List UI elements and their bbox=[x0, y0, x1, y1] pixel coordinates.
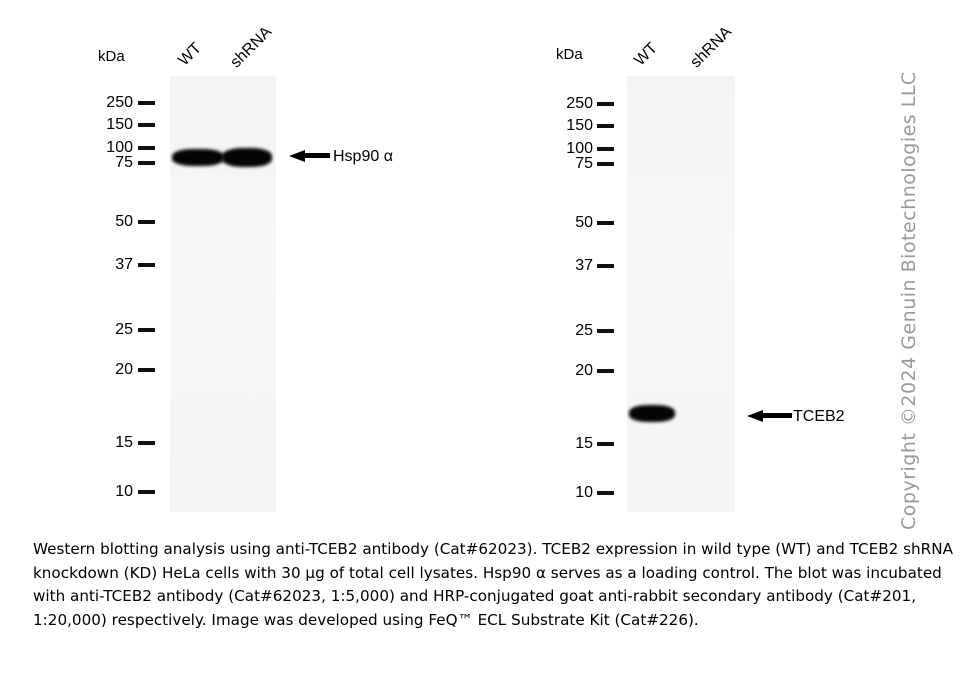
marker-tick-250 bbox=[597, 102, 614, 106]
marker-label-15: 15 bbox=[115, 434, 133, 451]
marker-tick-15 bbox=[597, 442, 614, 446]
marker-tick-50 bbox=[138, 220, 155, 224]
marker-label-75: 75 bbox=[575, 155, 593, 172]
left-arrow-shaft bbox=[304, 153, 330, 158]
marker-tick-20 bbox=[597, 369, 614, 373]
right-arrow-shaft bbox=[762, 413, 792, 418]
marker-tick-250 bbox=[138, 101, 155, 105]
marker-label-20: 20 bbox=[575, 362, 593, 379]
marker-label-150: 150 bbox=[566, 117, 593, 134]
marker-tick-37 bbox=[597, 264, 614, 268]
marker-tick-50 bbox=[597, 221, 614, 225]
marker-tick-100 bbox=[597, 147, 614, 151]
marker-tick-25 bbox=[138, 328, 155, 332]
marker-tick-37 bbox=[138, 263, 155, 267]
marker-tick-10 bbox=[138, 490, 155, 494]
right-target-label: TCEB2 bbox=[793, 408, 845, 425]
marker-tick-10 bbox=[597, 491, 614, 495]
marker-label-250: 250 bbox=[106, 94, 133, 111]
left-target-label: Hsp90 α bbox=[333, 148, 393, 165]
copyright-watermark: Copyright ©2024 Genuin Biotechnologies L… bbox=[898, 71, 920, 530]
marker-tick-20 bbox=[138, 368, 155, 372]
left-band-shrna bbox=[222, 148, 272, 167]
marker-label-20: 20 bbox=[115, 361, 133, 378]
marker-tick-150 bbox=[138, 123, 155, 127]
right-lane-shrna: shRNA bbox=[687, 23, 736, 72]
marker-tick-15 bbox=[138, 441, 155, 445]
right-lane-wt: WT bbox=[631, 39, 661, 70]
marker-tick-100 bbox=[138, 146, 155, 150]
marker-label-25: 25 bbox=[115, 321, 133, 338]
marker-label-37: 37 bbox=[115, 256, 133, 273]
marker-label-50: 50 bbox=[115, 213, 133, 230]
left-lane-wt: WT bbox=[175, 39, 205, 70]
left-band-wt bbox=[172, 149, 224, 166]
marker-tick-75 bbox=[597, 162, 614, 166]
right-kda-label: kDa bbox=[556, 46, 583, 63]
right-band-wt bbox=[629, 405, 675, 422]
marker-label-37: 37 bbox=[575, 257, 593, 274]
right-membrane bbox=[627, 76, 735, 512]
marker-label-100: 100 bbox=[566, 140, 593, 157]
marker-tick-150 bbox=[597, 124, 614, 128]
marker-label-25: 25 bbox=[575, 322, 593, 339]
marker-label-75: 75 bbox=[115, 154, 133, 171]
marker-label-10: 10 bbox=[575, 484, 593, 501]
figure-caption: Western blotting analysis using anti-TCE… bbox=[33, 540, 953, 629]
marker-label-100: 100 bbox=[106, 139, 133, 156]
marker-tick-75 bbox=[138, 161, 155, 165]
right-arrow-icon bbox=[747, 410, 763, 422]
marker-label-50: 50 bbox=[575, 214, 593, 231]
marker-label-15: 15 bbox=[575, 435, 593, 452]
left-arrow-icon bbox=[289, 150, 305, 162]
marker-label-10: 10 bbox=[115, 483, 133, 500]
left-lane-shrna: shRNA bbox=[227, 23, 276, 72]
marker-label-150: 150 bbox=[106, 116, 133, 133]
left-membrane bbox=[170, 76, 276, 512]
left-kda-label: kDa bbox=[98, 48, 125, 65]
marker-label-250: 250 bbox=[566, 95, 593, 112]
marker-tick-25 bbox=[597, 329, 614, 333]
